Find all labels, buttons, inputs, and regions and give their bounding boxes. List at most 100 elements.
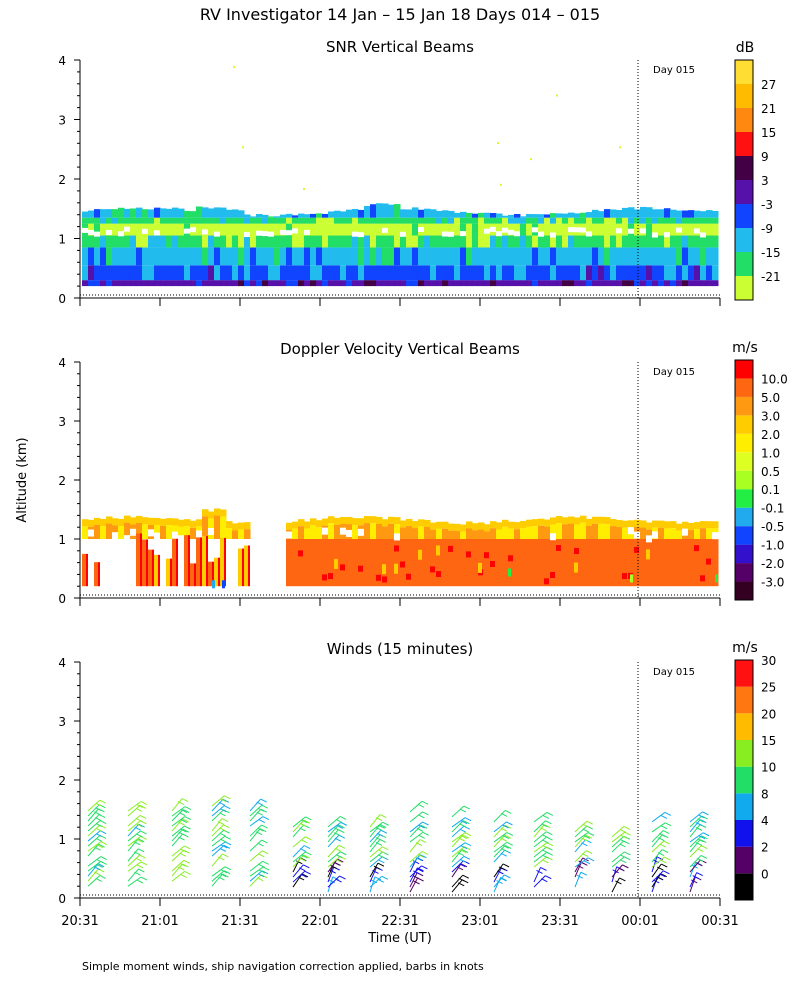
snr-cell [574,265,581,281]
snr-cell [196,217,203,224]
snr-cell [268,280,275,287]
wind-barb [96,844,104,849]
snr-cell [694,235,701,248]
wind-barb [87,799,101,812]
snr-cell [130,280,137,287]
snr-cell [412,223,419,236]
snr-cell [142,217,149,224]
wind-barb [127,823,140,837]
snr-cell [376,235,383,248]
snr-cell [412,207,419,218]
dop-cell [484,531,491,539]
wind-barb [533,875,546,888]
snr-cell [268,235,275,248]
snr-cell [634,217,641,224]
dop-cell [196,519,203,527]
dop-cell [172,518,179,526]
colorbar-level: 27 [761,78,776,92]
snr-cell [412,280,419,287]
snr-cell [652,223,659,236]
dop-gap [634,531,642,539]
dop-cell [604,539,611,587]
wind-barb [540,867,547,871]
snr-gap [244,231,250,237]
snr-cell [352,208,359,218]
snr-cell [430,209,437,218]
wind-barb [457,882,465,887]
snr-cell [208,280,215,287]
snr-cell [136,280,143,287]
colorbar-swatch [735,507,753,527]
wind-barb [327,824,339,838]
snr-cell [460,223,467,236]
colorbar-level: 5.0 [761,391,780,405]
y-tick-label: 2 [58,774,66,788]
dop-cell [646,549,650,560]
snr-cell [166,265,173,281]
snr-cell [568,235,575,248]
snr-cell [106,280,113,287]
snr-cell [124,265,131,281]
wind-barb [541,823,548,828]
wind-barb [338,824,345,829]
snr-cell [250,216,257,218]
snr-cell [526,223,533,236]
wind-barb [211,866,226,877]
snr-cell [706,210,713,218]
dop-cell [550,572,555,579]
wind-barb [457,852,465,856]
wind-barb [651,822,666,833]
snr-cell [514,223,521,236]
wind-barb [292,836,306,848]
dop-cell [244,529,251,539]
wind-barb [651,856,665,868]
snr-cell [430,223,437,236]
dop-cell [424,519,431,528]
wind-barb [689,876,696,893]
dop-cell [238,522,245,530]
snr-cell [490,265,497,281]
y-tick-label: 2 [58,474,66,488]
wind-barb [136,823,143,828]
snr-cell [484,217,491,224]
snr-cell [214,223,221,236]
wind-barb [339,816,347,820]
dop-cell [520,539,527,587]
dop-cell [448,545,453,552]
snr-cell [502,280,509,287]
wind-barb [459,863,466,868]
dop-cell [394,539,401,587]
snr-cell [112,209,119,218]
snr-cell [652,280,659,287]
colorbar-level: 30 [761,654,776,668]
snr-cell [106,235,113,248]
snr-cell [520,223,527,236]
x-tick-label: 23:01 [461,914,498,929]
snr-cell [652,235,659,248]
dop-cell [688,539,695,587]
dop-cell [484,552,489,559]
snr-cell [616,209,623,218]
dop-cell [664,528,671,539]
snr-cell [196,235,203,248]
dop-cell [208,561,212,587]
dop-cell [112,518,119,526]
wind-barb [664,856,671,861]
wind-barb [220,838,227,843]
wind-barb [369,851,383,863]
snr-cell [532,247,539,266]
wind-barb [418,824,425,829]
snr-cell [424,247,431,266]
dop-cell [478,539,485,587]
snr-cell [184,247,191,266]
snr-cell [136,265,143,281]
wind-barb [221,818,229,822]
dop-cell [478,529,485,539]
snr-cell [262,214,269,218]
wind-barb [223,824,230,829]
colorbar-swatch [735,740,753,767]
snr-cell [118,207,125,218]
snr-cell [214,280,221,287]
snr-cell [478,217,485,224]
dop-cell [646,529,653,539]
